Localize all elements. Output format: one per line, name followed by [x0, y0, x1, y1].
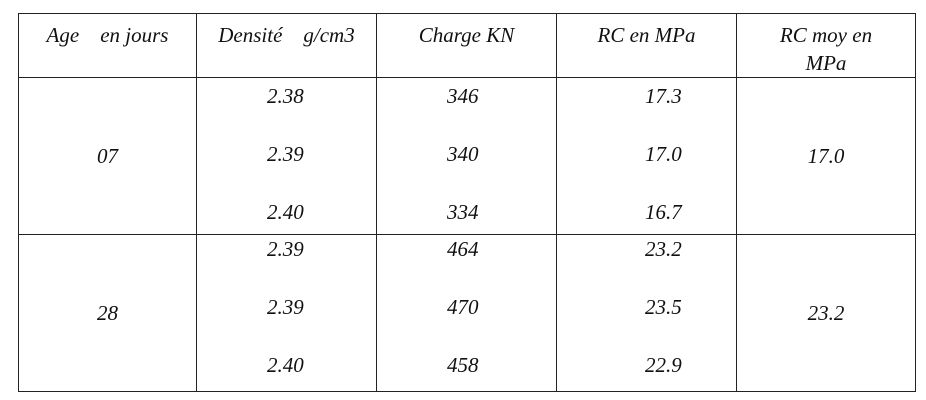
densite-cell: 2.38 2.39 2.40	[196, 77, 377, 235]
charge-cell: 346 340 334	[376, 77, 557, 235]
header-charge: Charge KN	[376, 13, 557, 78]
header-age: Age en jours	[18, 13, 197, 78]
header-rc-moy: RC moy en MPa	[736, 13, 916, 78]
charge-value: 340	[447, 142, 479, 166]
charge-value: 470	[447, 295, 479, 319]
densite-value: 2.39	[267, 237, 304, 261]
header-rc: RC en MPa	[556, 13, 737, 78]
rc-moy-value: 17.0	[807, 143, 845, 168]
results-table: Age en jours Densité g/cm3 Charge KN RC …	[18, 13, 916, 392]
densite-cell: 2.39 2.39 2.40	[196, 234, 377, 392]
rc-moy-value: 23.2	[807, 300, 845, 325]
densite-value: 2.38	[267, 84, 304, 108]
rc-cell: 17.3 17.0 16.7	[556, 77, 737, 235]
table-row: 28 2.39 2.39 2.40 464 470 458 23.2	[18, 234, 916, 392]
rc-moy-cell: 23.2	[736, 234, 916, 392]
rc-value: 22.9	[645, 353, 682, 377]
age-value: 07	[97, 143, 118, 168]
charge-value: 458	[447, 353, 479, 377]
age-cell: 07	[18, 77, 197, 235]
table-row: 07 2.38 2.39 2.40 346 340 334 17.3	[18, 77, 916, 235]
table-header: Age en jours Densité g/cm3 Charge KN RC …	[18, 13, 916, 78]
charge-cell: 464 470 458	[376, 234, 557, 392]
rc-value: 23.5	[645, 295, 682, 319]
rc-cell: 23.2 23.5 22.9	[556, 234, 737, 392]
rc-value: 23.2	[645, 237, 682, 261]
densite-value: 2.40	[267, 353, 304, 377]
densite-value: 2.39	[267, 295, 304, 319]
header-densite: Densité g/cm3	[196, 13, 377, 78]
charge-value: 346	[447, 84, 479, 108]
header-row: Age en jours Densité g/cm3 Charge KN RC …	[18, 13, 916, 78]
charge-value: 334	[447, 200, 479, 224]
densite-value: 2.40	[267, 200, 304, 224]
rc-value: 16.7	[645, 200, 682, 224]
age-cell: 28	[18, 234, 197, 392]
rc-moy-cell: 17.0	[736, 77, 916, 235]
densite-value: 2.39	[267, 142, 304, 166]
rc-value: 17.0	[645, 142, 682, 166]
charge-value: 464	[447, 237, 479, 261]
age-value: 28	[97, 300, 118, 325]
rc-value: 17.3	[645, 84, 682, 108]
